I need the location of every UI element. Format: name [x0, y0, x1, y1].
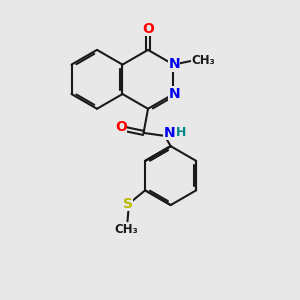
Text: O: O: [115, 120, 127, 134]
Text: CH₃: CH₃: [114, 223, 138, 236]
Text: S: S: [122, 196, 133, 211]
Text: CH₃: CH₃: [191, 54, 215, 67]
Text: N: N: [168, 57, 180, 71]
Text: N: N: [168, 87, 180, 101]
Text: N: N: [164, 126, 175, 140]
Text: O: O: [142, 22, 154, 36]
Text: H: H: [176, 126, 186, 140]
